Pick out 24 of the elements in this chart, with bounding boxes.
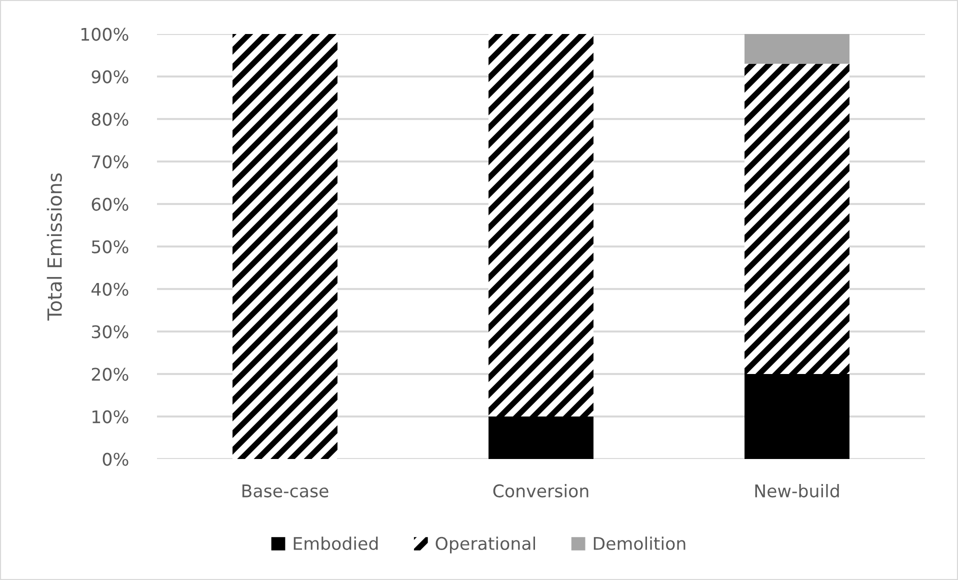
bar: [488, 416, 594, 459]
y-tick-label: 90%: [92, 70, 128, 84]
y-tick-label: 20%: [92, 368, 128, 381]
legend-label: Embodied: [294, 536, 378, 550]
bar: [744, 374, 850, 459]
legend-label: Operational: [436, 536, 536, 554]
x-tick-label: Base-case: [242, 484, 328, 498]
y-tick-label: 80%: [92, 112, 128, 126]
y-tick-label: 60%: [92, 198, 128, 211]
y-tick-label: 100%: [81, 28, 128, 41]
y-tick-label: 0%: [102, 452, 128, 466]
x-tick-label: Conversion: [493, 484, 588, 498]
bar: [744, 64, 850, 374]
legend-label: Demolition: [594, 536, 686, 550]
y-axis-title: Total Emissions: [46, 173, 62, 321]
y-tick-label: 10%: [92, 410, 128, 424]
y-tick-label: 30%: [92, 325, 128, 338]
bar: [232, 34, 338, 459]
bar: [744, 34, 850, 64]
y-tick-label: 50%: [92, 240, 128, 254]
y-tick-label: 40%: [91, 282, 128, 296]
y-tick-label: 70%: [92, 155, 128, 168]
x-tick-label: New-build: [755, 484, 839, 498]
bar: [488, 34, 594, 416]
